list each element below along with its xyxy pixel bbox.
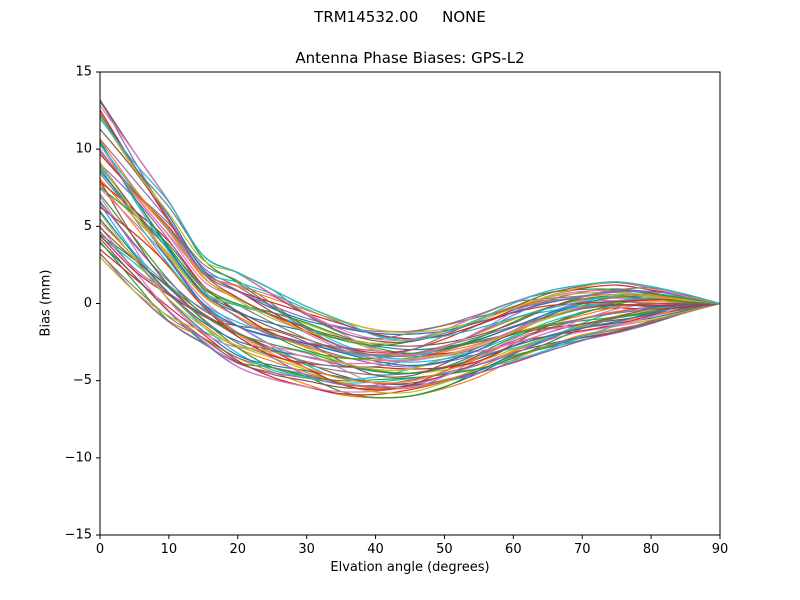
series-line <box>100 118 720 341</box>
x-tick-label: 30 <box>298 542 315 557</box>
y-tick-label: 15 <box>75 65 92 80</box>
x-tick-label: 10 <box>161 542 178 557</box>
x-tick-label: 70 <box>574 542 591 557</box>
y-tick-label: 0 <box>84 296 92 311</box>
x-tick-label: 20 <box>230 542 247 557</box>
y-tick-label: −15 <box>65 528 92 543</box>
figure-suptitle: TRM14532.00 NONE <box>314 8 486 26</box>
series-line <box>100 113 720 335</box>
x-tick-label: 40 <box>367 542 384 557</box>
x-axis-label: Elvation angle (degrees) <box>330 560 490 575</box>
y-tick-label: 10 <box>75 142 92 157</box>
y-tick-label: −10 <box>65 450 92 465</box>
series-line <box>100 195 720 389</box>
series-line <box>100 178 720 362</box>
series-line <box>100 180 720 378</box>
series-line <box>100 227 720 385</box>
x-tick-label: 50 <box>436 542 453 557</box>
axes-spines <box>99 71 721 536</box>
series-lines <box>100 99 720 399</box>
y-tick-label: −5 <box>73 373 92 388</box>
chart-title: Antenna Phase Biases: GPS-L2 <box>295 49 525 67</box>
x-tick-label: 60 <box>505 542 522 557</box>
x-tick-label: 90 <box>712 542 729 557</box>
x-tick-label: 0 <box>96 542 104 557</box>
series-line <box>100 253 720 388</box>
y-axis-label: Bias (mm) <box>38 269 54 337</box>
x-tick-label: 80 <box>643 542 660 557</box>
series-line <box>100 200 720 368</box>
series-line <box>100 99 720 333</box>
y-tick-label: 5 <box>84 219 92 234</box>
series-line <box>100 150 720 356</box>
